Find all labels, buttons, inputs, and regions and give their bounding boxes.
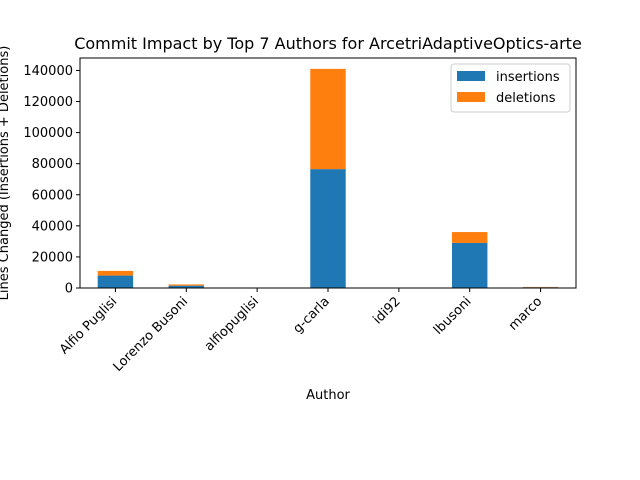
x-tick-label: g-carla [290, 294, 332, 336]
bar-deletions-1 [168, 284, 204, 286]
x-tick-label: marco [506, 294, 545, 333]
legend-swatch-insertions [457, 71, 485, 81]
y-tick-label: 120000 [23, 95, 73, 110]
x-tick-label: Lorenzo Busoni [111, 294, 192, 375]
bar-insertions-5 [452, 242, 488, 288]
bar-deletions-0 [97, 270, 134, 276]
y-axis-title: Lines Changed (Insertions + Deletions) [0, 46, 12, 301]
y-tick-label: 20000 [32, 250, 73, 265]
y-tick-label: 60000 [32, 188, 73, 203]
y-tick-label: 100000 [23, 126, 73, 141]
y-tick-label: 80000 [32, 157, 73, 172]
bar-insertions-0 [97, 275, 134, 288]
x-tick-label: lbusoni [431, 294, 475, 338]
bar-insertions-3 [310, 169, 346, 288]
bars-group [97, 68, 559, 288]
bar-insertions-1 [168, 285, 204, 288]
legend-label-insertions: insertions [496, 70, 560, 85]
y-tick-label: 0 [65, 282, 73, 297]
x-axis-title: Author [306, 388, 350, 403]
y-axis: 0 20000 40000 60000 80000 100000 120000 140000 [23, 64, 80, 297]
bar-deletions-5 [452, 232, 488, 243]
chart-title: Commit Impact by Top 7 Authors for Arcet… [74, 34, 582, 53]
x-tick-label: alfiopuglisi [202, 294, 262, 354]
x-tick-label: Alfio Puglisi [57, 294, 120, 357]
legend-swatch-deletions [457, 92, 485, 102]
legend: insertions deletions [450, 63, 571, 113]
bar-deletions-3 [310, 68, 346, 170]
y-tick-label: 40000 [32, 219, 73, 234]
y-tick-label: 140000 [23, 64, 73, 79]
legend-label-deletions: deletions [496, 91, 556, 106]
x-tick-label: idi92 [370, 294, 403, 327]
